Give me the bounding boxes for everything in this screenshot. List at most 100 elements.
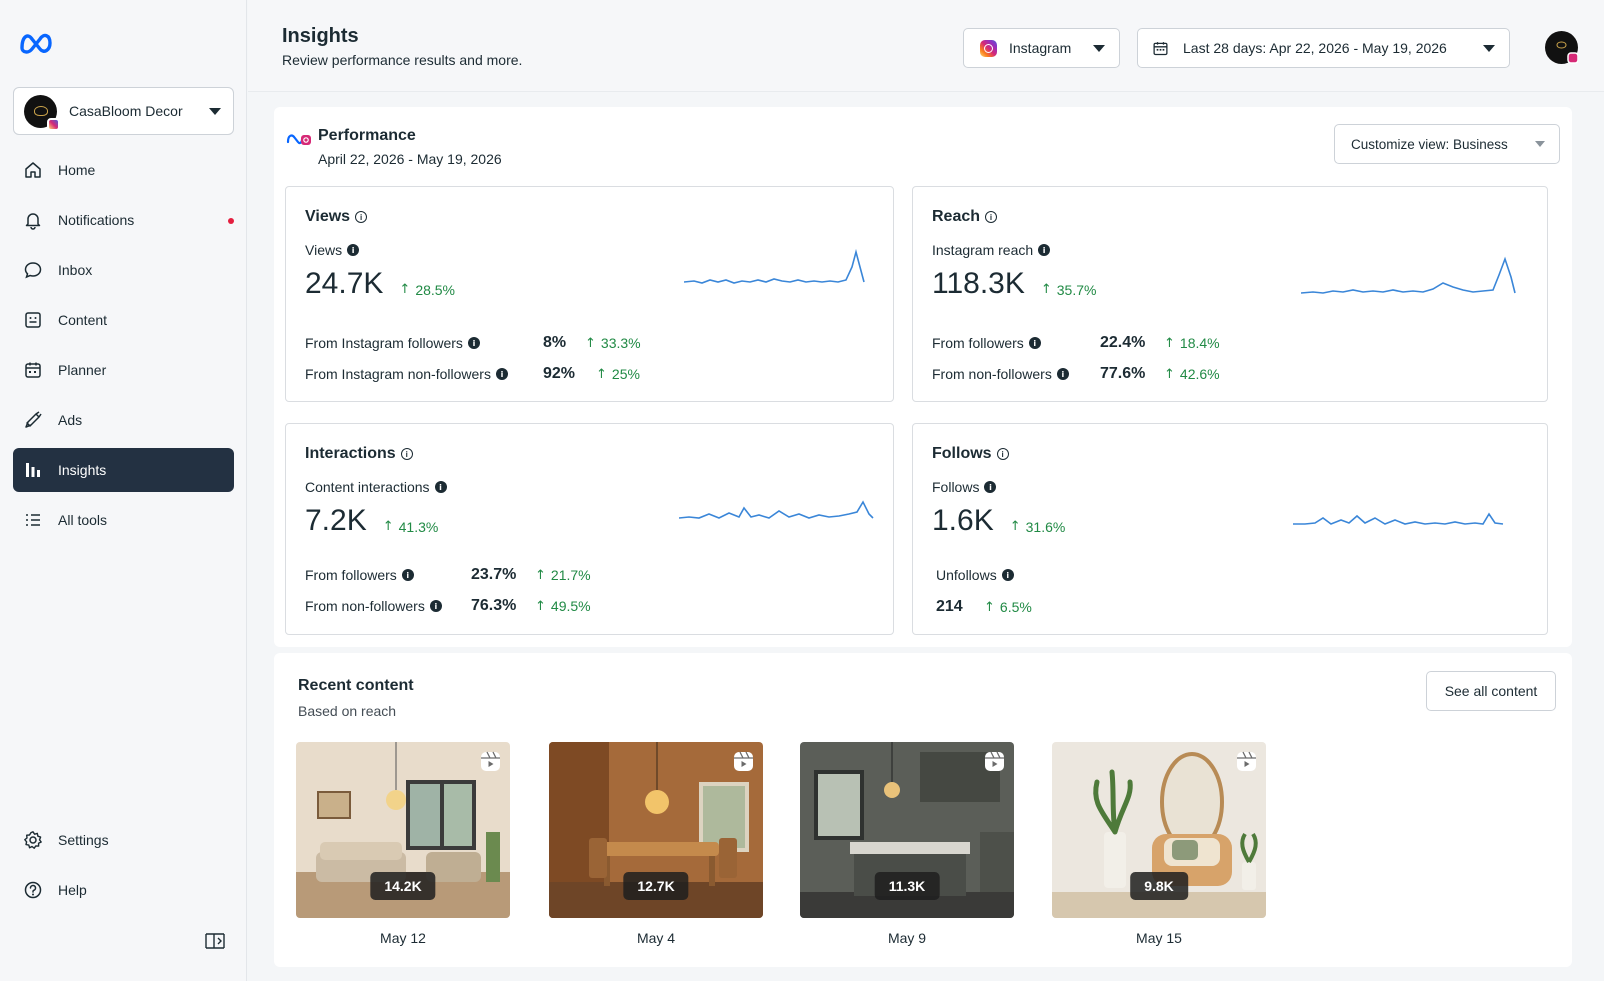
sidebar-item-insights[interactable]: Insights (13, 448, 234, 492)
dining-room-image (549, 742, 763, 918)
breakdown-row: From followers i 22.4% ↑ 18.4% (932, 334, 1220, 351)
chevron-down-icon (209, 107, 221, 115)
sidebar-item-all-tools[interactable]: All tools (13, 498, 234, 542)
sidebar-item-ads[interactable]: Ads (13, 398, 234, 442)
sidebar-nav: Home Notifications Inbox Content Planner… (13, 148, 234, 548)
delta-text: 42.6% (1179, 366, 1220, 382)
collapse-sidebar-icon[interactable] (204, 931, 226, 951)
breakdown-delta: ↑ 25% (596, 366, 640, 382)
info-icon[interactable]: i (467, 337, 480, 349)
breakdown-row: From Instagram non-followers i 92% ↑ 25% (305, 365, 640, 382)
performance-panel: Performance April 22, 2026 - May 19, 202… (274, 107, 1572, 647)
info-icon[interactable]: i (1028, 337, 1041, 349)
info-icon[interactable]: i (1056, 368, 1069, 380)
info-icon[interactable]: i (429, 600, 442, 612)
date-range-selector[interactable]: Last 28 days: Apr 22, 2026 - May 19, 202… (1137, 28, 1510, 68)
breakdown-row: From followers i 23.7% ↑ 21.7% (305, 566, 591, 583)
views-card[interactable]: Views i Views i 24.7K ↑ 28.5% From Instagra… (285, 186, 894, 402)
breakdown-label: From Instagram non-followers i (305, 366, 508, 382)
bar-chart-icon (26, 463, 40, 477)
sidebar-item-label: Notifications (58, 212, 135, 228)
sidebar-item-home[interactable]: Home (13, 148, 234, 192)
sidebar-item-content[interactable]: Content (13, 298, 234, 342)
reel-icon (1237, 751, 1256, 771)
interactions-metric-label: Content interactions (305, 479, 430, 495)
info-icon[interactable]: i (401, 569, 414, 581)
info-icon[interactable]: i (347, 244, 360, 256)
breakdown-pct: 8% (543, 334, 567, 351)
content-thumbnail[interactable]: 9.8K (1052, 742, 1266, 918)
arrow-up-icon: ↑ (1164, 335, 1175, 351)
recent-content-title: Recent content (298, 677, 414, 694)
views-value: 24.7K (305, 267, 384, 300)
sidebar-item-notifications[interactable]: Notifications (13, 198, 234, 242)
info-icon[interactable]: i (996, 448, 1009, 460)
follows-value: 1.6K (932, 504, 994, 537)
recent-content-panel: Recent content Based on reach See all co… (274, 653, 1572, 967)
follows-card[interactable]: Follows i Follows i 1.6K ↑ 31.6% Unfollows i… (912, 423, 1548, 635)
info-icon[interactable]: i (985, 211, 998, 223)
sidebar-item-settings[interactable]: Settings (13, 818, 234, 862)
follows-value-row: 1.6K ↑ 31.6% (932, 504, 1065, 538)
breakdown-label-text: From followers (305, 567, 397, 583)
calendar-icon (1153, 41, 1168, 55)
profile-avatar[interactable] (1545, 31, 1578, 64)
home-icon (25, 162, 41, 178)
breakdown-pct: 76.3% (471, 597, 517, 614)
content-icon (25, 312, 41, 328)
info-icon[interactable]: i (984, 481, 997, 493)
breakdown-row: From non-followers i 77.6% ↑ 42.6% (932, 365, 1220, 382)
meta-logo-icon[interactable] (18, 30, 54, 54)
breakdown-row: From non-followers i 76.3% ↑ 49.5% (305, 597, 591, 614)
views-title: Views (305, 208, 351, 225)
delta-text: 41.3% (398, 518, 439, 535)
content-thumbnail[interactable]: 14.2K (296, 742, 510, 918)
content-thumbnail[interactable]: 12.7K (549, 742, 763, 918)
interactions-title: Interactions (305, 445, 396, 462)
sidebar-item-planner[interactable]: Planner (13, 348, 234, 392)
see-all-content-button[interactable]: See all content (1426, 671, 1556, 711)
reel-icon (481, 751, 500, 771)
account-switcher[interactable]: CasaBloom Decor (13, 87, 234, 135)
chevron-down-icon (1093, 44, 1105, 52)
customize-view-dropdown[interactable]: Customize view: Business (1334, 124, 1560, 164)
sidebar-item-inbox[interactable]: Inbox (13, 248, 234, 292)
delta-text: 31.6% (1025, 518, 1066, 535)
notification-dot (228, 218, 234, 224)
sidebar-item-label: Ads (58, 412, 83, 428)
arrow-up-icon: ↑ (1040, 282, 1052, 297)
breakdown-label-text: From followers (932, 335, 1024, 351)
performance-date-range: April 22, 2026 - May 19, 2026 (318, 151, 502, 167)
breakdown-pct: 77.6% (1100, 365, 1146, 382)
interactions-card[interactable]: Interactions i Content interactions i 7.2K… (285, 423, 894, 635)
reach-count-badge: 12.7K (623, 872, 689, 900)
arrow-up-icon: ↑ (535, 567, 546, 583)
breakdown-delta: ↑ 21.7% (535, 567, 591, 583)
platform-selector[interactable]: Instagram (963, 28, 1120, 68)
page-header: Insights Review performance results and … (248, 0, 1604, 92)
reach-metric-label: Instagram reach (932, 242, 1034, 258)
delta-text: 28.5% (415, 281, 456, 298)
customize-view-label: Customize view: Business (1351, 136, 1508, 152)
megaphone-icon (25, 411, 42, 428)
views-value-row: 24.7K ↑ 28.5% (305, 267, 455, 301)
gear-icon (24, 831, 42, 849)
account-avatar (24, 94, 60, 131)
reel-icon (734, 751, 753, 771)
chevron-down-icon (1535, 141, 1545, 147)
instagram-icon (980, 39, 997, 57)
help-icon (24, 881, 42, 899)
sidebar-item-help[interactable]: Help (13, 868, 234, 912)
info-icon[interactable]: i (400, 448, 413, 460)
reach-card[interactable]: Reach i Instagram reach i 118.3K ↑ 35.7% Fr… (912, 186, 1548, 402)
info-icon[interactable]: i (1038, 244, 1051, 256)
info-icon[interactable]: i (355, 211, 368, 223)
info-icon[interactable]: i (1001, 569, 1014, 581)
info-icon[interactable]: i (434, 481, 447, 493)
reach-value-row: 118.3K ↑ 35.7% (932, 267, 1096, 301)
sidebar-item-label: Inbox (58, 262, 93, 278)
calendar-icon (25, 362, 41, 378)
content-date: May 15 (1136, 930, 1182, 946)
content-thumbnail[interactable]: 11.3K (800, 742, 1014, 918)
info-icon[interactable]: i (495, 368, 508, 380)
